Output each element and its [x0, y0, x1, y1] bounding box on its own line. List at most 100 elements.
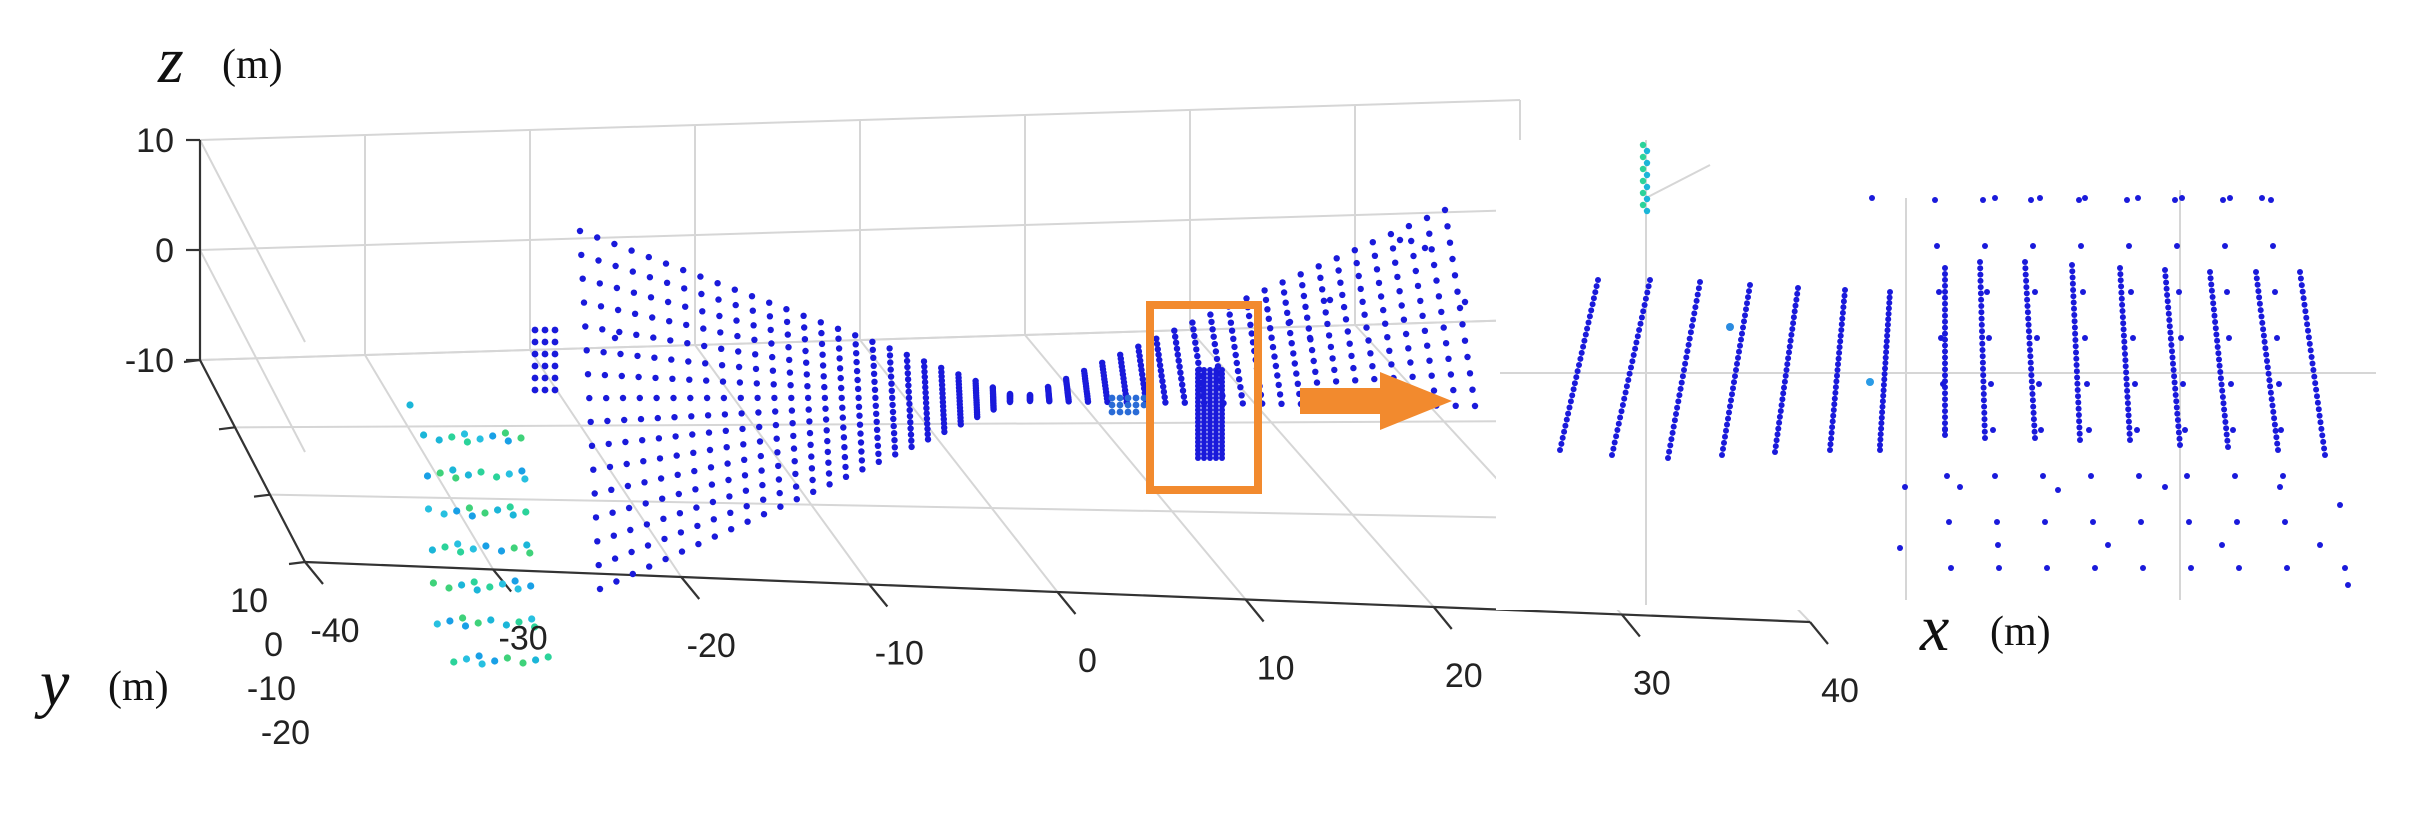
inset-point	[1609, 452, 1615, 458]
inset-point	[1731, 379, 1737, 386]
point	[1461, 337, 1469, 344]
inset-point	[1886, 299, 1893, 306]
inset-point	[2132, 381, 2138, 387]
inset-point	[2073, 349, 2079, 356]
inset-point	[1737, 342, 1743, 349]
point	[710, 516, 717, 523]
inset-point	[1942, 390, 1948, 397]
inset-point	[2337, 502, 2343, 508]
inset-point	[2124, 387, 2131, 394]
point	[904, 376, 912, 383]
point	[731, 286, 738, 293]
inset-point	[1592, 289, 1599, 296]
point	[651, 354, 658, 361]
inset-point	[1744, 300, 1750, 307]
point	[777, 503, 784, 510]
point	[758, 467, 765, 474]
point	[701, 342, 708, 350]
inset-point	[2253, 269, 2259, 275]
point	[1213, 355, 1221, 363]
inset-point	[2236, 565, 2242, 571]
inset-point	[1665, 455, 1671, 461]
z-tick-label: 0	[155, 232, 174, 270]
inset-point	[2213, 331, 2220, 338]
inset-point	[2074, 374, 2081, 381]
point	[755, 409, 762, 416]
inset-point	[1885, 310, 1892, 317]
point	[1272, 362, 1280, 370]
inset-point	[1671, 417, 1678, 424]
inset-point	[1828, 435, 1835, 442]
point	[1405, 222, 1413, 230]
point	[806, 418, 813, 425]
point	[804, 394, 812, 402]
inset-point	[2027, 359, 2034, 366]
point	[1275, 381, 1282, 389]
near-point	[453, 507, 461, 515]
y-axis-edge	[199, 359, 306, 563]
inset-point	[1675, 398, 1682, 405]
point	[873, 426, 881, 433]
near-point	[482, 542, 490, 550]
point	[1267, 325, 1274, 332]
point	[889, 408, 897, 416]
point	[1153, 340, 1161, 348]
point	[675, 490, 682, 498]
inset-point	[2228, 381, 2234, 387]
inset-point	[1877, 447, 1883, 453]
point	[825, 459, 832, 466]
inset-point	[1785, 355, 1792, 362]
point	[1450, 386, 1457, 394]
point	[838, 394, 845, 402]
point	[1350, 364, 1357, 372]
point	[625, 504, 633, 512]
inset-point	[2177, 442, 2183, 448]
inset-point	[2166, 317, 2173, 323]
near-point	[450, 658, 458, 666]
point	[627, 526, 634, 534]
x-tick-mark	[1432, 606, 1453, 630]
inset-point	[2126, 243, 2132, 249]
point	[1398, 302, 1405, 309]
point	[1209, 326, 1216, 333]
point	[703, 377, 710, 384]
x-tick-label: -40	[310, 612, 359, 650]
x-tick-label: 20	[1445, 657, 1483, 695]
inset-point	[1780, 390, 1787, 397]
point	[695, 540, 702, 548]
inset-point	[2254, 281, 2261, 288]
point	[1405, 345, 1412, 352]
point	[1325, 332, 1333, 339]
point	[670, 394, 677, 402]
inset-point	[2227, 195, 2233, 201]
point	[803, 359, 810, 366]
inset-point	[1783, 367, 1790, 373]
inset-point	[1725, 415, 1731, 422]
point	[785, 344, 792, 351]
point	[1276, 391, 1284, 398]
point	[1375, 279, 1383, 287]
point	[904, 370, 911, 377]
inset-point	[1647, 277, 1653, 283]
inset-point	[1980, 378, 1987, 385]
point	[616, 328, 623, 336]
point	[724, 460, 731, 467]
inset-point	[1879, 409, 1886, 416]
inset-point	[2232, 473, 2238, 479]
inset-point	[2311, 373, 2318, 380]
point	[1377, 293, 1385, 300]
point	[1300, 292, 1308, 300]
point	[1248, 330, 1255, 337]
point	[1412, 267, 1420, 275]
point	[697, 273, 704, 280]
point	[769, 367, 777, 374]
point	[618, 372, 625, 380]
inset-point	[1570, 386, 1577, 393]
near-point	[464, 471, 472, 479]
inset-point	[2070, 287, 2077, 293]
point	[1160, 383, 1167, 390]
point	[748, 293, 756, 300]
point	[613, 284, 621, 292]
point	[653, 394, 660, 402]
inset-point	[2071, 312, 2078, 318]
